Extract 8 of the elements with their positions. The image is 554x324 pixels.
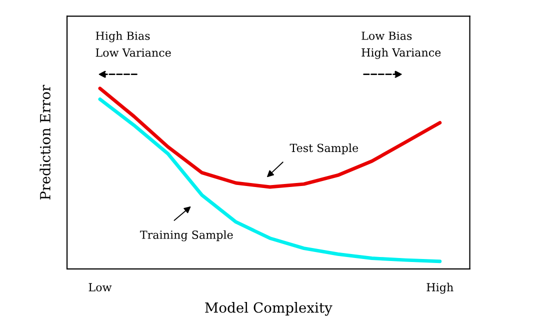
annotation: Training Sample bbox=[140, 230, 233, 242]
x-axis-title: Model Complexity bbox=[205, 302, 332, 316]
x-tick-label: Low bbox=[88, 283, 112, 292]
text: High Bias Low Variance bbox=[96, 31, 171, 57]
x-tick-label: High bbox=[426, 282, 454, 294]
y-axis-title: Prediction Error bbox=[40, 84, 50, 200]
annotation: Test Sample bbox=[290, 144, 358, 154]
text: Low Bias High Variance bbox=[362, 32, 441, 59]
